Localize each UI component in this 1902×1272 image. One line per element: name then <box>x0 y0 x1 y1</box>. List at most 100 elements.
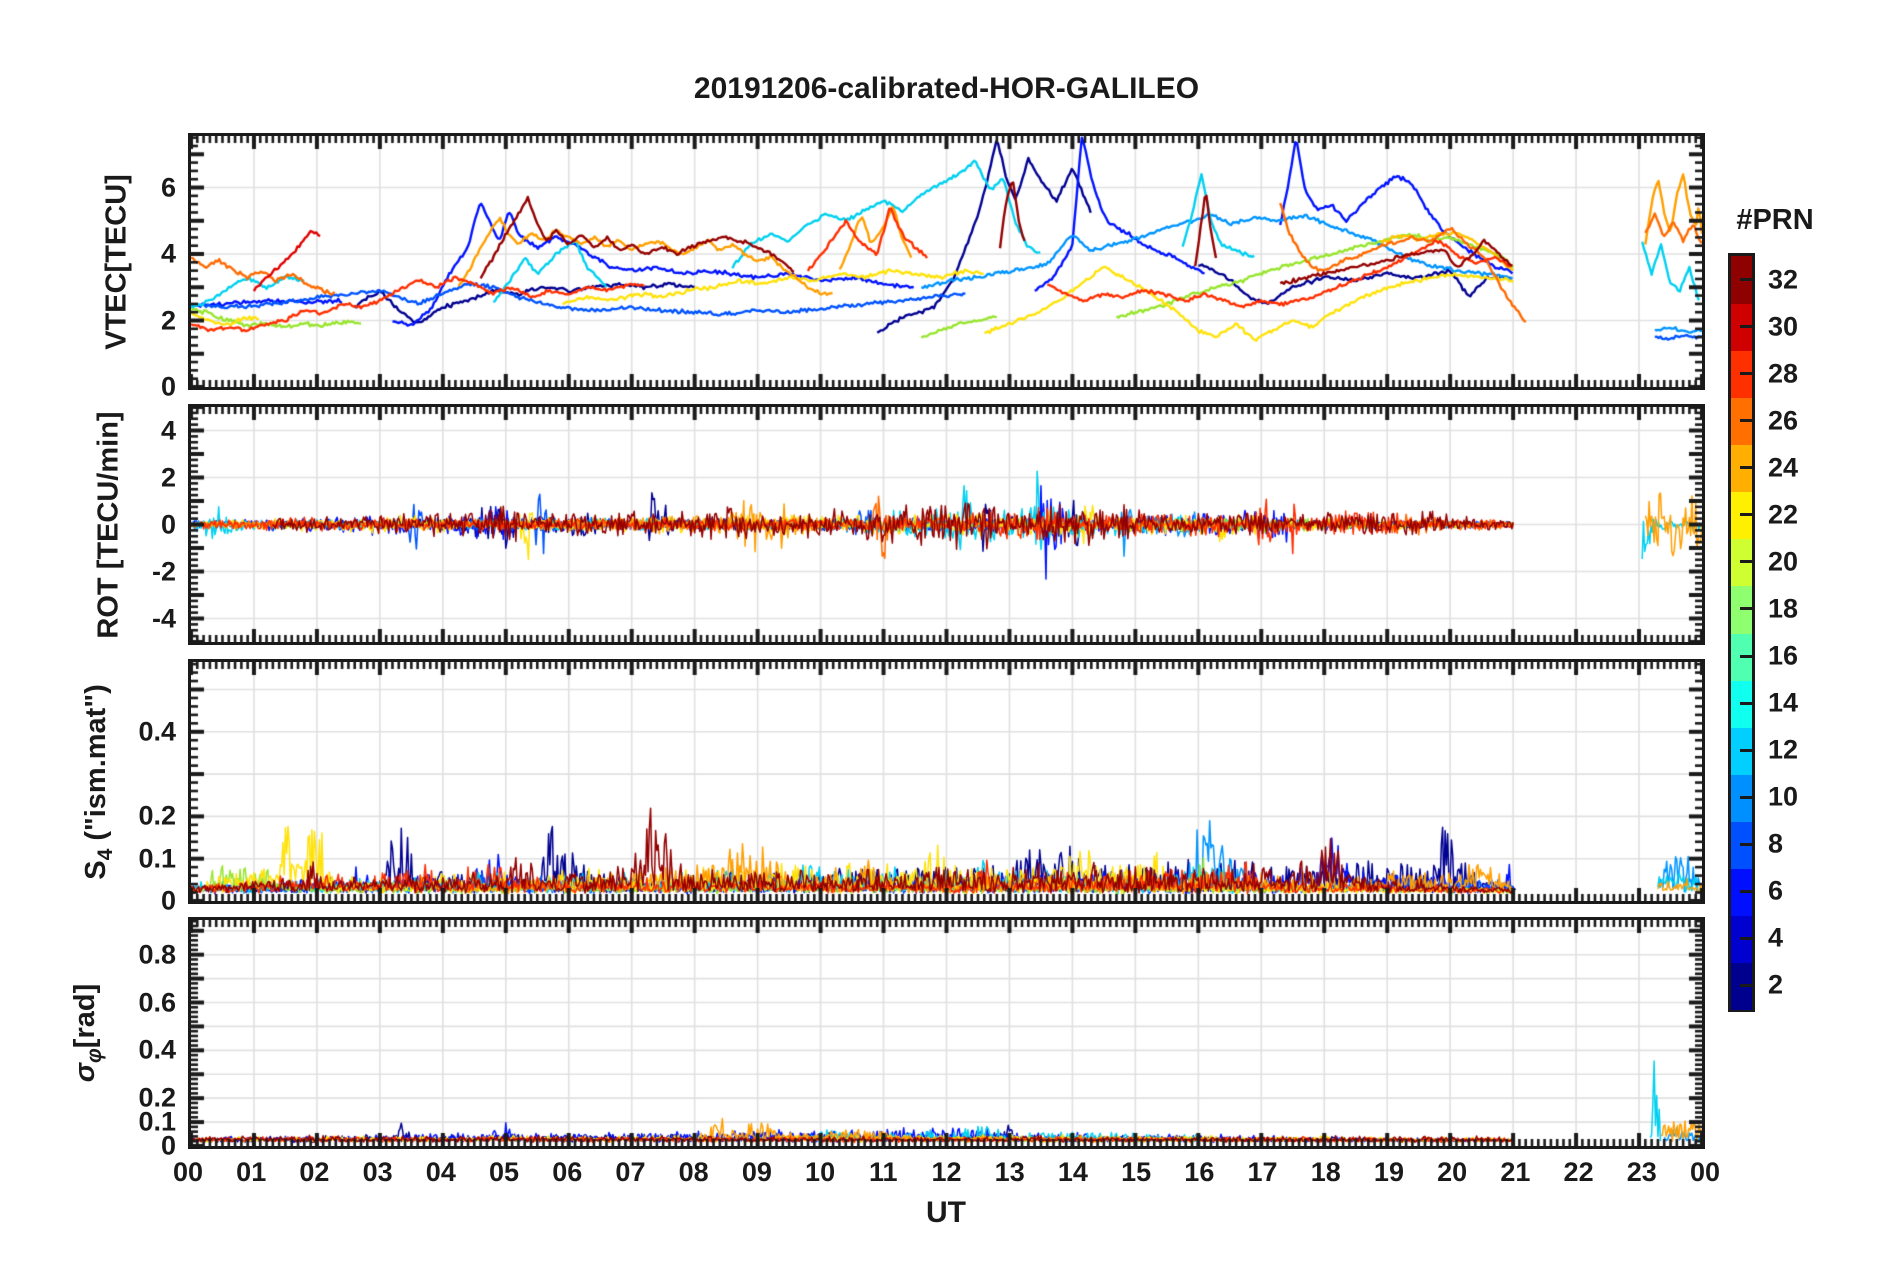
x-tick-label: 22 <box>1563 1157 1594 1187</box>
x-axis-title: UT <box>926 1196 966 1229</box>
colorbar-tick-label: 4 <box>1768 922 1784 953</box>
colorbar <box>1728 253 1755 1012</box>
colorbar-tick-label: 22 <box>1768 499 1799 530</box>
colorbar-tick-label: 32 <box>1768 264 1799 295</box>
x-tick-label: 10 <box>805 1157 836 1187</box>
colorbar-tick <box>1740 419 1752 423</box>
y-axis-title-part: [rad] <box>69 983 102 1049</box>
y-tick-label-sigma-phi: 0 <box>160 1130 176 1161</box>
colorbar-title: #PRN <box>1736 204 1814 236</box>
x-tick-label: 06 <box>552 1157 583 1187</box>
colorbar-tick <box>1740 748 1752 752</box>
x-tick-label: 09 <box>741 1157 772 1187</box>
plot-canvas-sigma-phi <box>191 920 1702 1146</box>
y-tick-label-vtec: 4 <box>160 238 176 269</box>
panel-s4 <box>188 659 1705 904</box>
x-tick-label: 07 <box>615 1157 646 1187</box>
x-tick-label: 02 <box>299 1157 330 1187</box>
colorbar-tick <box>1740 842 1752 846</box>
colorbar-tick <box>1740 607 1752 611</box>
colorbar-tick-label: 28 <box>1768 358 1799 389</box>
x-tick-label: 00 <box>172 1157 204 1187</box>
colorbar-tick-label: 26 <box>1768 405 1799 436</box>
chart-title: 20191206-calibrated-HOR-GALILEO <box>693 72 1200 105</box>
x-tick-label: 15 <box>1121 1157 1152 1187</box>
y-axis-title-rot: ROT [TECU/min] <box>93 411 126 638</box>
colorbar-tick-label: 2 <box>1768 969 1784 1000</box>
colorbar-tick-label: 18 <box>1768 593 1799 624</box>
plot-canvas-s4 <box>191 662 1702 901</box>
y-tick-label-sigma-phi: 0.8 <box>138 939 176 970</box>
y-axis-title-part: φ <box>82 1048 106 1063</box>
colorbar-tick-label: 6 <box>1768 875 1784 906</box>
y-tick-label-sigma-phi: 0.2 <box>138 1082 176 1113</box>
colorbar-tick <box>1740 701 1752 705</box>
y-tick-label-s4: 0.4 <box>138 716 176 747</box>
y-tick-label-sigma-phi: 0.1 <box>138 1106 176 1137</box>
colorbar-tick <box>1740 278 1752 282</box>
y-tick-label-s4: 0.2 <box>138 800 176 831</box>
colorbar-tick-label: 10 <box>1768 781 1799 812</box>
y-tick-label-s4: 0 <box>160 885 176 916</box>
colorbar-tick-label: 8 <box>1768 828 1784 859</box>
y-axis-title-part: ("ism.mat") <box>80 683 113 849</box>
y-axis-title-part: σ <box>69 1062 102 1083</box>
x-tick-label: 14 <box>1057 1157 1088 1187</box>
y-axis-title-part: VTEC[TECU] <box>100 173 133 350</box>
plot-canvas-vtec <box>191 136 1702 387</box>
colorbar-tick-label: 24 <box>1768 452 1799 483</box>
colorbar-tick <box>1740 325 1752 329</box>
y-tick-label-rot: 0 <box>160 509 176 539</box>
colorbar-tick-label: 12 <box>1768 734 1799 765</box>
y-axis-title-sigma-phi: σφ[rad] <box>69 984 107 1082</box>
x-tick-label: 12 <box>931 1157 962 1187</box>
x-tick-label: 19 <box>1373 1157 1404 1187</box>
colorbar-tick-label: 16 <box>1768 640 1799 671</box>
x-tick-label: 08 <box>678 1157 709 1187</box>
x-tick-label: 20 <box>1437 1157 1468 1187</box>
y-tick-label-vtec: 2 <box>160 305 176 335</box>
x-tick-label: 17 <box>1247 1157 1278 1187</box>
colorbar-tick <box>1740 466 1752 470</box>
x-tick-label: 16 <box>1184 1157 1215 1187</box>
y-axis-title-part: 4 <box>93 848 117 860</box>
x-tick-label: 03 <box>362 1157 393 1187</box>
x-tick-label: 13 <box>994 1157 1025 1187</box>
panel-rot <box>188 404 1705 645</box>
y-tick-label-rot: -4 <box>151 603 176 633</box>
panel-vtec <box>188 133 1705 390</box>
y-axis-title-vtec: VTEC[TECU] <box>101 174 134 350</box>
y-tick-label-vtec: 0 <box>160 371 176 402</box>
colorbar-tick <box>1740 513 1752 517</box>
x-tick-label: 11 <box>869 1157 898 1187</box>
y-tick-label-rot: 2 <box>160 462 176 492</box>
colorbar-tick-label: 30 <box>1768 311 1799 342</box>
colorbar-tick-label: 14 <box>1768 687 1799 718</box>
x-tick-label: 00 <box>1689 1157 1721 1187</box>
y-tick-label-s4: 0.1 <box>138 843 176 874</box>
y-axis-title-part: S <box>80 859 113 880</box>
plot-canvas-rot <box>191 407 1702 642</box>
colorbar-tick <box>1740 795 1752 799</box>
colorbar-tick <box>1740 983 1752 987</box>
colorbar-tick <box>1740 936 1752 940</box>
y-tick-label-rot: 4 <box>160 415 176 445</box>
colorbar-tick <box>1740 654 1752 658</box>
y-tick-label-sigma-phi: 0.6 <box>138 987 176 1017</box>
x-tick-label: 01 <box>236 1157 267 1187</box>
y-axis-title-s4: S4 ("ism.mat") <box>80 684 118 880</box>
colorbar-tick-label: 20 <box>1768 546 1799 577</box>
colorbar-tick <box>1740 560 1752 564</box>
y-tick-label-sigma-phi: 0.4 <box>138 1034 176 1065</box>
x-tick-label: 18 <box>1310 1157 1341 1187</box>
panel-sigma-phi <box>188 917 1705 1149</box>
y-tick-label-rot: -2 <box>151 556 176 586</box>
colorbar-tick <box>1740 889 1752 893</box>
x-tick-label: 23 <box>1626 1157 1657 1187</box>
y-axis-title-part: ROT [TECU/min] <box>92 410 125 639</box>
x-tick-label: 05 <box>489 1157 520 1187</box>
colorbar-tick <box>1740 372 1752 376</box>
x-tick-label: 21 <box>1500 1157 1531 1187</box>
y-tick-label-vtec: 6 <box>160 172 176 203</box>
